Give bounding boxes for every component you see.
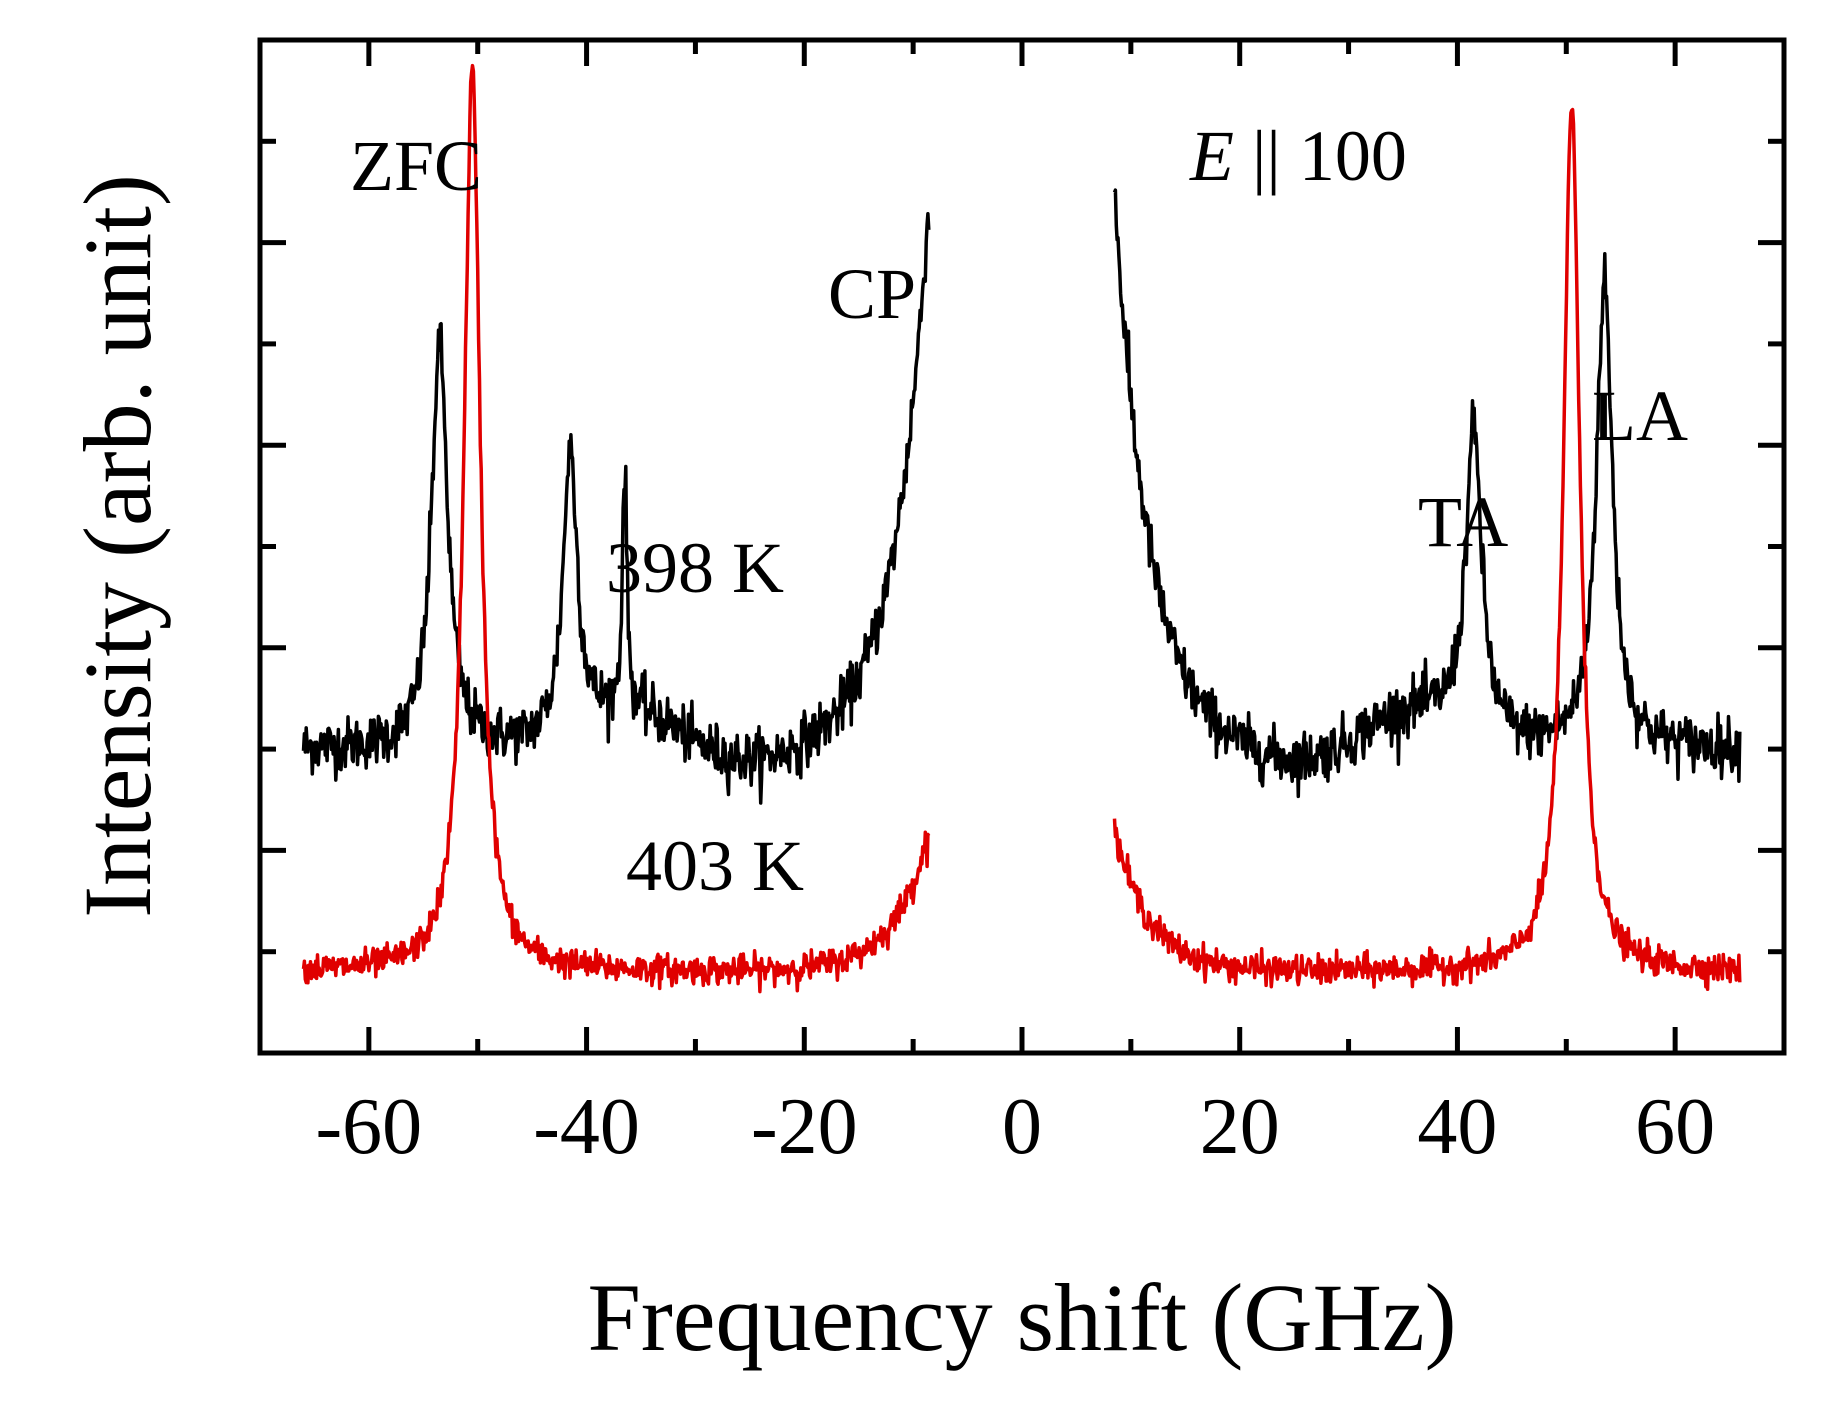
annotation-cp: CP (828, 254, 916, 334)
y-axis-title: Intensity (arb. unit) (64, 174, 171, 918)
x-tick-label: 20 (1200, 1083, 1280, 1171)
series-line-403k-segment-0 (301, 63, 931, 994)
annotation-field: E || 100 (1189, 116, 1407, 196)
plot-frame (257, 37, 1787, 1056)
annotation-398k: 398 K (606, 528, 784, 608)
annotation-field-symbol: E (1189, 116, 1234, 196)
annotation-zfc: ZFC (350, 126, 482, 206)
x-tick-label: 40 (1417, 1083, 1497, 1171)
axis-ticks: -60 -40 -20 0 20 40 60 (257, 37, 1787, 1171)
x-tick-label: -40 (533, 1083, 640, 1171)
annotation-ta: TA (1418, 482, 1508, 562)
annotation-403k: 403 K (626, 826, 804, 906)
annotation-field-direction: || 100 (1234, 116, 1407, 196)
series-line-398k-segment-1 (1112, 188, 1742, 799)
annotation-la: LA (1592, 376, 1688, 456)
series-group (301, 63, 1742, 994)
x-tick-label: 0 (1002, 1083, 1042, 1171)
series-line-403k-segment-1 (1112, 107, 1742, 992)
x-tick-label: 60 (1635, 1083, 1715, 1171)
x-tick-label: -20 (751, 1083, 858, 1171)
series-line-398k-segment-0 (301, 212, 931, 805)
x-axis-title: Frequency shift (GHz) (587, 1264, 1456, 1371)
x-tick-label: -60 (316, 1083, 423, 1171)
